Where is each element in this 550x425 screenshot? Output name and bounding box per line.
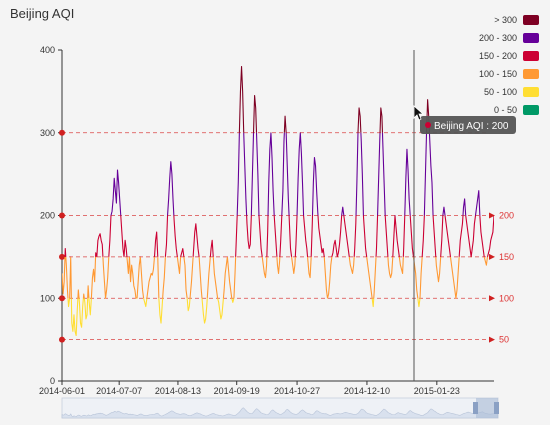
mark-line-start: [59, 212, 65, 219]
x-tick-label: 2014-12-10: [344, 386, 390, 396]
legend: > 300 200 - 300 150 - 200 100 - 150 50 - 100…: [479, 15, 539, 115]
mark-line-start: [59, 295, 65, 302]
mark-line-label: 50: [499, 335, 509, 345]
x-tick-label: 2015-01-23: [414, 386, 460, 396]
series-segment: [62, 67, 494, 336]
series-segment: [67, 298, 457, 337]
tooltip-text: Beijing AQI : 200: [434, 121, 509, 132]
x-tick-label: 2014-07-07: [96, 386, 142, 396]
legend-label: > 300: [494, 15, 517, 25]
series-segment: [238, 66, 430, 133]
data-zoom-window[interactable]: [476, 398, 498, 418]
legend-swatch[interactable]: [523, 87, 539, 97]
data-zoom-preview: [61, 407, 499, 419]
data-zoom-handle-right[interactable]: [494, 402, 499, 414]
mark-line-arrow: [489, 212, 495, 219]
legend-swatch[interactable]: [523, 69, 539, 79]
mark-line-start: [59, 253, 65, 260]
y-tick-label: 0: [50, 376, 55, 386]
data-zoom-slider[interactable]: [61, 397, 499, 419]
data-zoom-handle-left[interactable]: [473, 402, 478, 414]
x-tick-label: 2014-06-01: [39, 386, 85, 396]
y-tick-label: 200: [40, 211, 55, 221]
mark-line-arrow: [489, 336, 495, 343]
legend-label: 100 - 150: [479, 69, 517, 79]
legend-label: 150 - 200: [479, 51, 517, 61]
x-tick-label: 2014-10-27: [274, 386, 320, 396]
mark-line-label: 150: [499, 252, 514, 262]
mark-lines: 200 150 100 50: [59, 129, 514, 345]
mark-line-start: [59, 336, 65, 343]
series-segment: [64, 215, 494, 257]
series-segment: [110, 132, 494, 216]
mark-line-label: 200: [499, 211, 514, 221]
x-tick-label: 2014-09-19: [214, 386, 260, 396]
y-tick-label: 400: [40, 45, 55, 55]
legend-swatch[interactable]: [523, 105, 539, 115]
legend-label: 0 - 50: [494, 105, 517, 115]
mark-line-label: 100: [499, 293, 514, 303]
legend-label: 200 - 300: [479, 33, 517, 43]
legend-swatch[interactable]: [523, 33, 539, 43]
cursor-icon: [413, 105, 425, 121]
x-tick-label: 2014-08-13: [155, 386, 201, 396]
legend-label: 50 - 100: [484, 87, 517, 97]
legend-swatch[interactable]: [523, 51, 539, 61]
y-axis: 0 100 200 300 400: [40, 45, 63, 386]
tooltip: Beijing AQI : 200: [420, 116, 516, 134]
mark-line-arrow: [489, 295, 495, 302]
series-segment: [62, 256, 489, 299]
y-tick-label: 100: [40, 293, 55, 303]
mark-line-arrow: [489, 253, 495, 260]
x-axis: 2014-06-01 2014-07-07 2014-08-13 2014-09-19…: [39, 380, 494, 396]
mark-line-start: [59, 129, 65, 136]
chart-title: Beijing AQI: [10, 6, 74, 21]
legend-swatch[interactable]: [523, 15, 539, 25]
series-line: [62, 66, 494, 337]
y-tick-label: 300: [40, 128, 55, 138]
